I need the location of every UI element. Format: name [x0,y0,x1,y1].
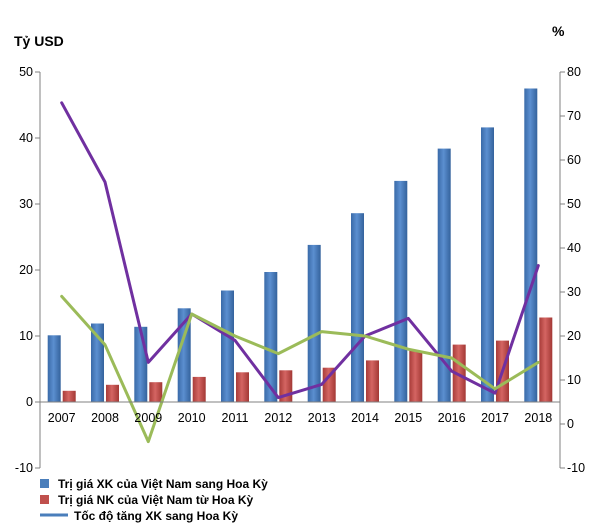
bar-import-2018 [539,317,553,402]
bar-import-2011 [236,372,249,402]
left-tick-label: -10 [15,461,33,475]
right-axis: -10 0 10 20 30 40 50 60 70 80 [560,65,585,475]
bar-import-2015 [409,350,423,402]
bar-export-2016 [437,148,451,402]
bar-export-2014 [351,213,364,402]
right-tick-label: 50 [567,197,581,211]
x-tick-label-2018: 2018 [524,411,552,425]
right-tick-label: 60 [567,153,581,167]
legend: Trị giá XK của Việt Nam sang Hoa Kỳ Trị g… [40,477,268,523]
legend-label-0: Trị giá XK của Việt Nam sang Hoa Kỳ [58,477,268,491]
x-tick-label-2008: 2008 [91,411,119,425]
x-tick-label-2011: 2011 [222,411,249,425]
bar-import-2016 [452,344,466,402]
left-axis: -10 0 10 20 30 40 50 [15,65,40,475]
axes [39,72,561,468]
bar-import-2010 [192,376,206,402]
right-tick-label: 10 [567,373,581,387]
bar-export-2017 [481,127,494,403]
right-tick-label: -10 [567,461,585,475]
right-tick-label: 40 [567,241,581,255]
line-series [60,101,540,444]
left-tick-label: 30 [19,197,33,211]
bar-import-2008 [106,384,119,402]
x-tick-label-2016: 2016 [438,411,466,425]
left-tick-label: 40 [19,131,33,145]
x-tick-label-2007: 2007 [48,411,76,425]
bar-export-2015 [394,180,408,402]
line-export-growth [60,101,540,400]
bar-export-2011 [221,290,234,402]
x-tick-label-2013: 2013 [308,411,336,425]
bar-import-2007 [62,390,76,402]
left-tick-label: 0 [26,395,33,409]
bar-export-2013 [307,244,321,402]
left-tick-label: 50 [19,65,33,79]
bar-export-2008 [91,323,104,402]
bar-import-2009 [149,382,163,402]
right-tick-label: 70 [567,109,581,123]
x-tick-label-2009: 2009 [134,411,162,425]
legend-label-1: Trị giá NK của Việt Nam từ Hoa Kỳ [58,493,254,507]
left-tick-label: 10 [19,329,33,343]
right-tick-label: 30 [567,285,581,299]
bar-import-2013 [322,367,336,402]
x-tick-label-2010: 2010 [178,411,206,425]
bar-export-2012 [264,272,278,402]
x-tick-label-2015: 2015 [394,411,422,425]
right-tick-label: 80 [567,65,581,79]
legend-label-2: Tốc độ tăng XK sang Hoa Kỳ [74,509,238,523]
x-tick-label-2014: 2014 [351,411,379,425]
x-tick-label-2017: 2017 [481,411,509,425]
bar-export-2010 [177,308,191,402]
right-tick-label: 0 [567,417,574,431]
right-axis-unit-label: % [552,23,565,39]
bar-import-2014 [366,360,379,402]
left-axis-unit-label: Tỷ USD [14,33,64,49]
legend-swatch-1 [40,495,49,504]
legend-swatch-0 [40,479,49,488]
x-axis-labels: 2007 2008 2009 2010 2011 2012 2013 2014 2015 2016… [48,411,553,425]
right-tick-label: 20 [567,329,581,343]
bar-series [47,88,553,403]
bar-export-2007 [47,335,61,402]
bar-export-2018 [524,88,538,402]
line-series-green [60,294,540,444]
bar-export-2009 [134,326,148,402]
left-tick-label: 20 [19,263,33,277]
x-tick-label-2012: 2012 [264,411,292,425]
